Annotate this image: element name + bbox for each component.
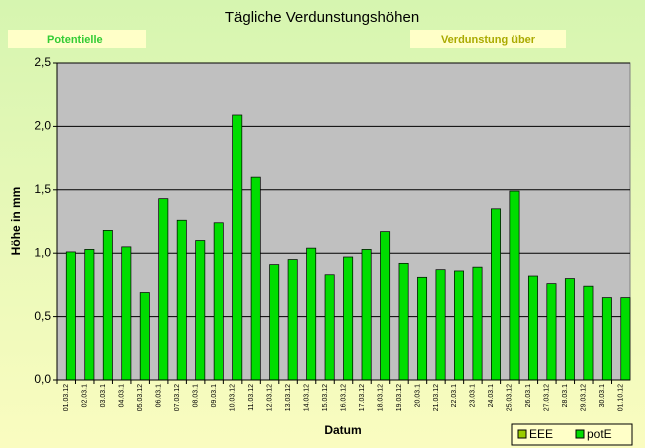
bar bbox=[454, 270, 464, 381]
x-tick-label: 13.03.12 bbox=[285, 384, 292, 411]
annotation-box bbox=[8, 30, 146, 48]
x-tick-label: 30.03.1 bbox=[599, 384, 606, 407]
bar bbox=[213, 222, 224, 381]
bar bbox=[509, 190, 520, 381]
bar bbox=[546, 283, 557, 381]
legend-swatch bbox=[517, 429, 527, 439]
x-tick-label: 20.03.1 bbox=[414, 384, 421, 407]
annotation: Potentielle bbox=[47, 34, 103, 46]
bar bbox=[417, 276, 428, 381]
bar bbox=[564, 278, 575, 381]
x-tick-label: 14.03.12 bbox=[303, 384, 310, 411]
legend-label: EEE bbox=[529, 427, 553, 441]
x-tick-label: 22.03.1 bbox=[451, 384, 458, 407]
bar bbox=[121, 246, 132, 381]
bar bbox=[527, 275, 538, 381]
x-tick-label: 25.03.12 bbox=[507, 384, 514, 411]
bar bbox=[65, 251, 76, 381]
bar bbox=[380, 231, 391, 381]
bar bbox=[84, 249, 95, 381]
bar bbox=[620, 297, 631, 381]
bar bbox=[491, 208, 501, 381]
bar bbox=[287, 259, 298, 381]
x-tick-label: 16.03.12 bbox=[340, 384, 347, 411]
bar bbox=[250, 176, 261, 381]
x-tick-label: 28.03.1 bbox=[562, 384, 569, 407]
x-tick-label: 27.03.12 bbox=[544, 384, 551, 411]
x-tick-label: 26.03.1 bbox=[525, 384, 532, 407]
x-tick-label: 29.03.12 bbox=[581, 384, 588, 411]
bar bbox=[361, 249, 372, 381]
bar bbox=[435, 269, 446, 381]
bar bbox=[601, 297, 612, 381]
bar bbox=[158, 198, 169, 381]
x-tick-label: 09.03.1 bbox=[211, 384, 218, 407]
bar bbox=[195, 240, 206, 381]
bar bbox=[232, 114, 243, 381]
bar bbox=[583, 285, 594, 381]
bar bbox=[306, 247, 317, 381]
annotation: Verdunstung über bbox=[441, 34, 536, 46]
x-tick-label: 03.03.1 bbox=[100, 384, 107, 407]
x-tick-label: 04.03.1 bbox=[119, 384, 126, 407]
chart-title: Tägliche Verdunstungshöhen bbox=[225, 9, 419, 26]
x-tick-label: 05.03.12 bbox=[137, 384, 144, 411]
x-tick-label: 10.03.12 bbox=[229, 384, 236, 411]
y-axis-label: Höhe in mm bbox=[9, 187, 23, 256]
x-tick-label: 24.03.1 bbox=[488, 384, 495, 407]
x-axis-label: Datum bbox=[324, 423, 361, 437]
x-tick-label: 19.03.12 bbox=[396, 384, 403, 411]
bar bbox=[343, 256, 354, 381]
legend-swatch bbox=[575, 429, 585, 439]
y-tick-label: 1,0 bbox=[34, 245, 51, 259]
x-tick-label: 12.03.12 bbox=[266, 384, 273, 411]
x-tick-label: 15.03.12 bbox=[322, 384, 329, 411]
legend bbox=[511, 423, 633, 446]
legend-label: potE bbox=[587, 427, 612, 441]
x-tick-label: 18.03.12 bbox=[377, 384, 384, 411]
bar bbox=[324, 274, 335, 381]
bar bbox=[102, 230, 113, 381]
bar bbox=[398, 262, 409, 381]
x-tick-label: 11.03.12 bbox=[248, 384, 255, 411]
bar bbox=[472, 266, 483, 381]
x-tick-label: 23.03.1 bbox=[470, 384, 477, 407]
x-tick-label: 02.03.1 bbox=[82, 384, 89, 407]
bar bbox=[176, 219, 187, 381]
y-tick-label: 0,0 bbox=[34, 372, 51, 386]
bar bbox=[139, 292, 150, 381]
x-tick-label: 21.03.12 bbox=[433, 384, 440, 411]
y-tick-label: 1,5 bbox=[34, 182, 51, 196]
x-tick-label: 07.03.12 bbox=[174, 384, 181, 411]
y-tick-label: 2,0 bbox=[34, 119, 51, 133]
y-tick-label: 2,5 bbox=[34, 55, 51, 69]
annotation-box bbox=[410, 30, 566, 48]
x-tick-label: 08.03.1 bbox=[192, 384, 199, 407]
bar bbox=[269, 264, 280, 381]
x-tick-label: 01.10.12 bbox=[618, 384, 625, 411]
x-tick-label: 01.03.12 bbox=[63, 384, 70, 411]
y-tick-label: 0,5 bbox=[34, 309, 51, 323]
x-tick-label: 17.03.12 bbox=[359, 384, 366, 411]
x-tick-label: 06.03.1 bbox=[156, 384, 163, 407]
